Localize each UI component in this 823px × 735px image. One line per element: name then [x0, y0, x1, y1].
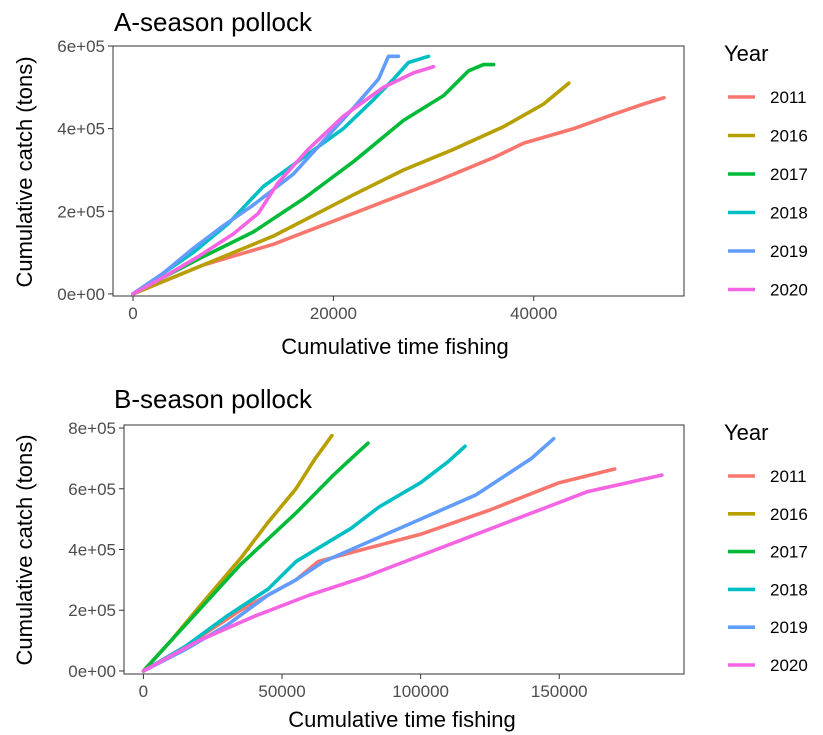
- chart-a-x-tick-label: 40000: [510, 304, 557, 323]
- chart-a-legend-label-2019: 2019: [770, 242, 808, 261]
- chart-b-x-tick-label: 100000: [392, 682, 449, 701]
- chart-b-y-axis-title: Cumulative catch (tons): [12, 434, 37, 665]
- chart-a-series-2016-line: [131, 81, 571, 296]
- chart-b-y-tick-label: 2e+05: [68, 601, 116, 620]
- chart-b-x-tick-label: 150000: [531, 682, 588, 701]
- chart-b-y-tick-label: 6e+05: [68, 480, 116, 499]
- chart-b-series-2020-line: [141, 473, 664, 673]
- chart-b-legend-label-2011: 2011: [770, 467, 807, 486]
- chart-b-legend: Year 2011 2016 2017 2018 2019 2020: [724, 420, 808, 675]
- chart-a-legend-label-2018: 2018: [770, 204, 808, 223]
- chart-b-legend-label-2019: 2019: [770, 618, 808, 637]
- chart-a-series-2018-line: [131, 54, 431, 296]
- chart-a-series-2019-line: [131, 54, 401, 296]
- chart-a-legend-label-2020: 2020: [770, 281, 808, 300]
- chart-a-y-tick-label: 6e+05: [57, 37, 105, 56]
- chart-b-legend-title: Year: [724, 420, 768, 445]
- chart-b-y-axis: 0e+00 2e+05 4e+05 6e+05 8e+05: [68, 419, 124, 681]
- chart-b-legend-label-2016: 2016: [770, 505, 808, 524]
- chart-a-series-lines: [131, 54, 666, 296]
- chart-b-x-axis: 0 50000 100000 150000: [139, 674, 588, 701]
- chart-b-title: B-season pollock: [114, 384, 313, 414]
- chart-b-series-2018-line: [141, 444, 467, 673]
- chart-a-legend-label-2011: 2011: [770, 88, 807, 107]
- chart-b-x-axis-title: Cumulative time fishing: [288, 707, 515, 732]
- chart-b-y-tick-label: 0e+00: [68, 662, 116, 681]
- chart-a-legend-title: Year: [724, 41, 768, 66]
- chart-a-title: A-season pollock: [114, 7, 313, 37]
- chart-b-x-tick-label: 50000: [258, 682, 305, 701]
- chart-a-y-tick-label: 2e+05: [57, 202, 105, 221]
- chart-a-x-axis: 0 20000 40000: [128, 296, 557, 323]
- chart-a-legend-label-2016: 2016: [770, 127, 808, 146]
- chart-a-y-axis-title: Cumulative catch (tons): [12, 56, 37, 287]
- chart-a: A-season pollock 0 20000 40000 0e+00 2e+05 4…: [12, 7, 808, 359]
- chart-b-legend-label-2020: 2020: [770, 656, 808, 675]
- chart-a-legend: Year 2011 2016 2017 2018 2019 2020: [724, 41, 808, 300]
- chart-a-x-tick-label: 20000: [310, 304, 357, 323]
- chart-b-series-lines: [141, 433, 664, 673]
- chart-a-y-tick-label: 4e+05: [57, 120, 105, 139]
- chart-a-x-axis-title: Cumulative time fishing: [281, 334, 508, 359]
- chart-b-series-2017-line: [141, 441, 370, 673]
- chart-b-y-tick-label: 4e+05: [68, 541, 116, 560]
- chart-a-series-2020-line: [131, 64, 436, 296]
- chart-a-legend-label-2017: 2017: [770, 165, 808, 184]
- chart-b-legend-label-2017: 2017: [770, 543, 808, 562]
- chart-b-legend-label-2018: 2018: [770, 580, 808, 599]
- chart-a-y-tick-label: 0e+00: [57, 285, 105, 304]
- chart-a-y-axis: 0e+00 2e+05 4e+05 6e+05: [57, 37, 113, 304]
- chart-a-x-tick-label: 0: [128, 304, 137, 323]
- chart-b-y-tick-label: 8e+05: [68, 419, 116, 438]
- chart-b: B-season pollock 0 50000 100000 150000 0e+0…: [12, 384, 808, 732]
- chart-b-x-tick-label: 0: [139, 682, 148, 701]
